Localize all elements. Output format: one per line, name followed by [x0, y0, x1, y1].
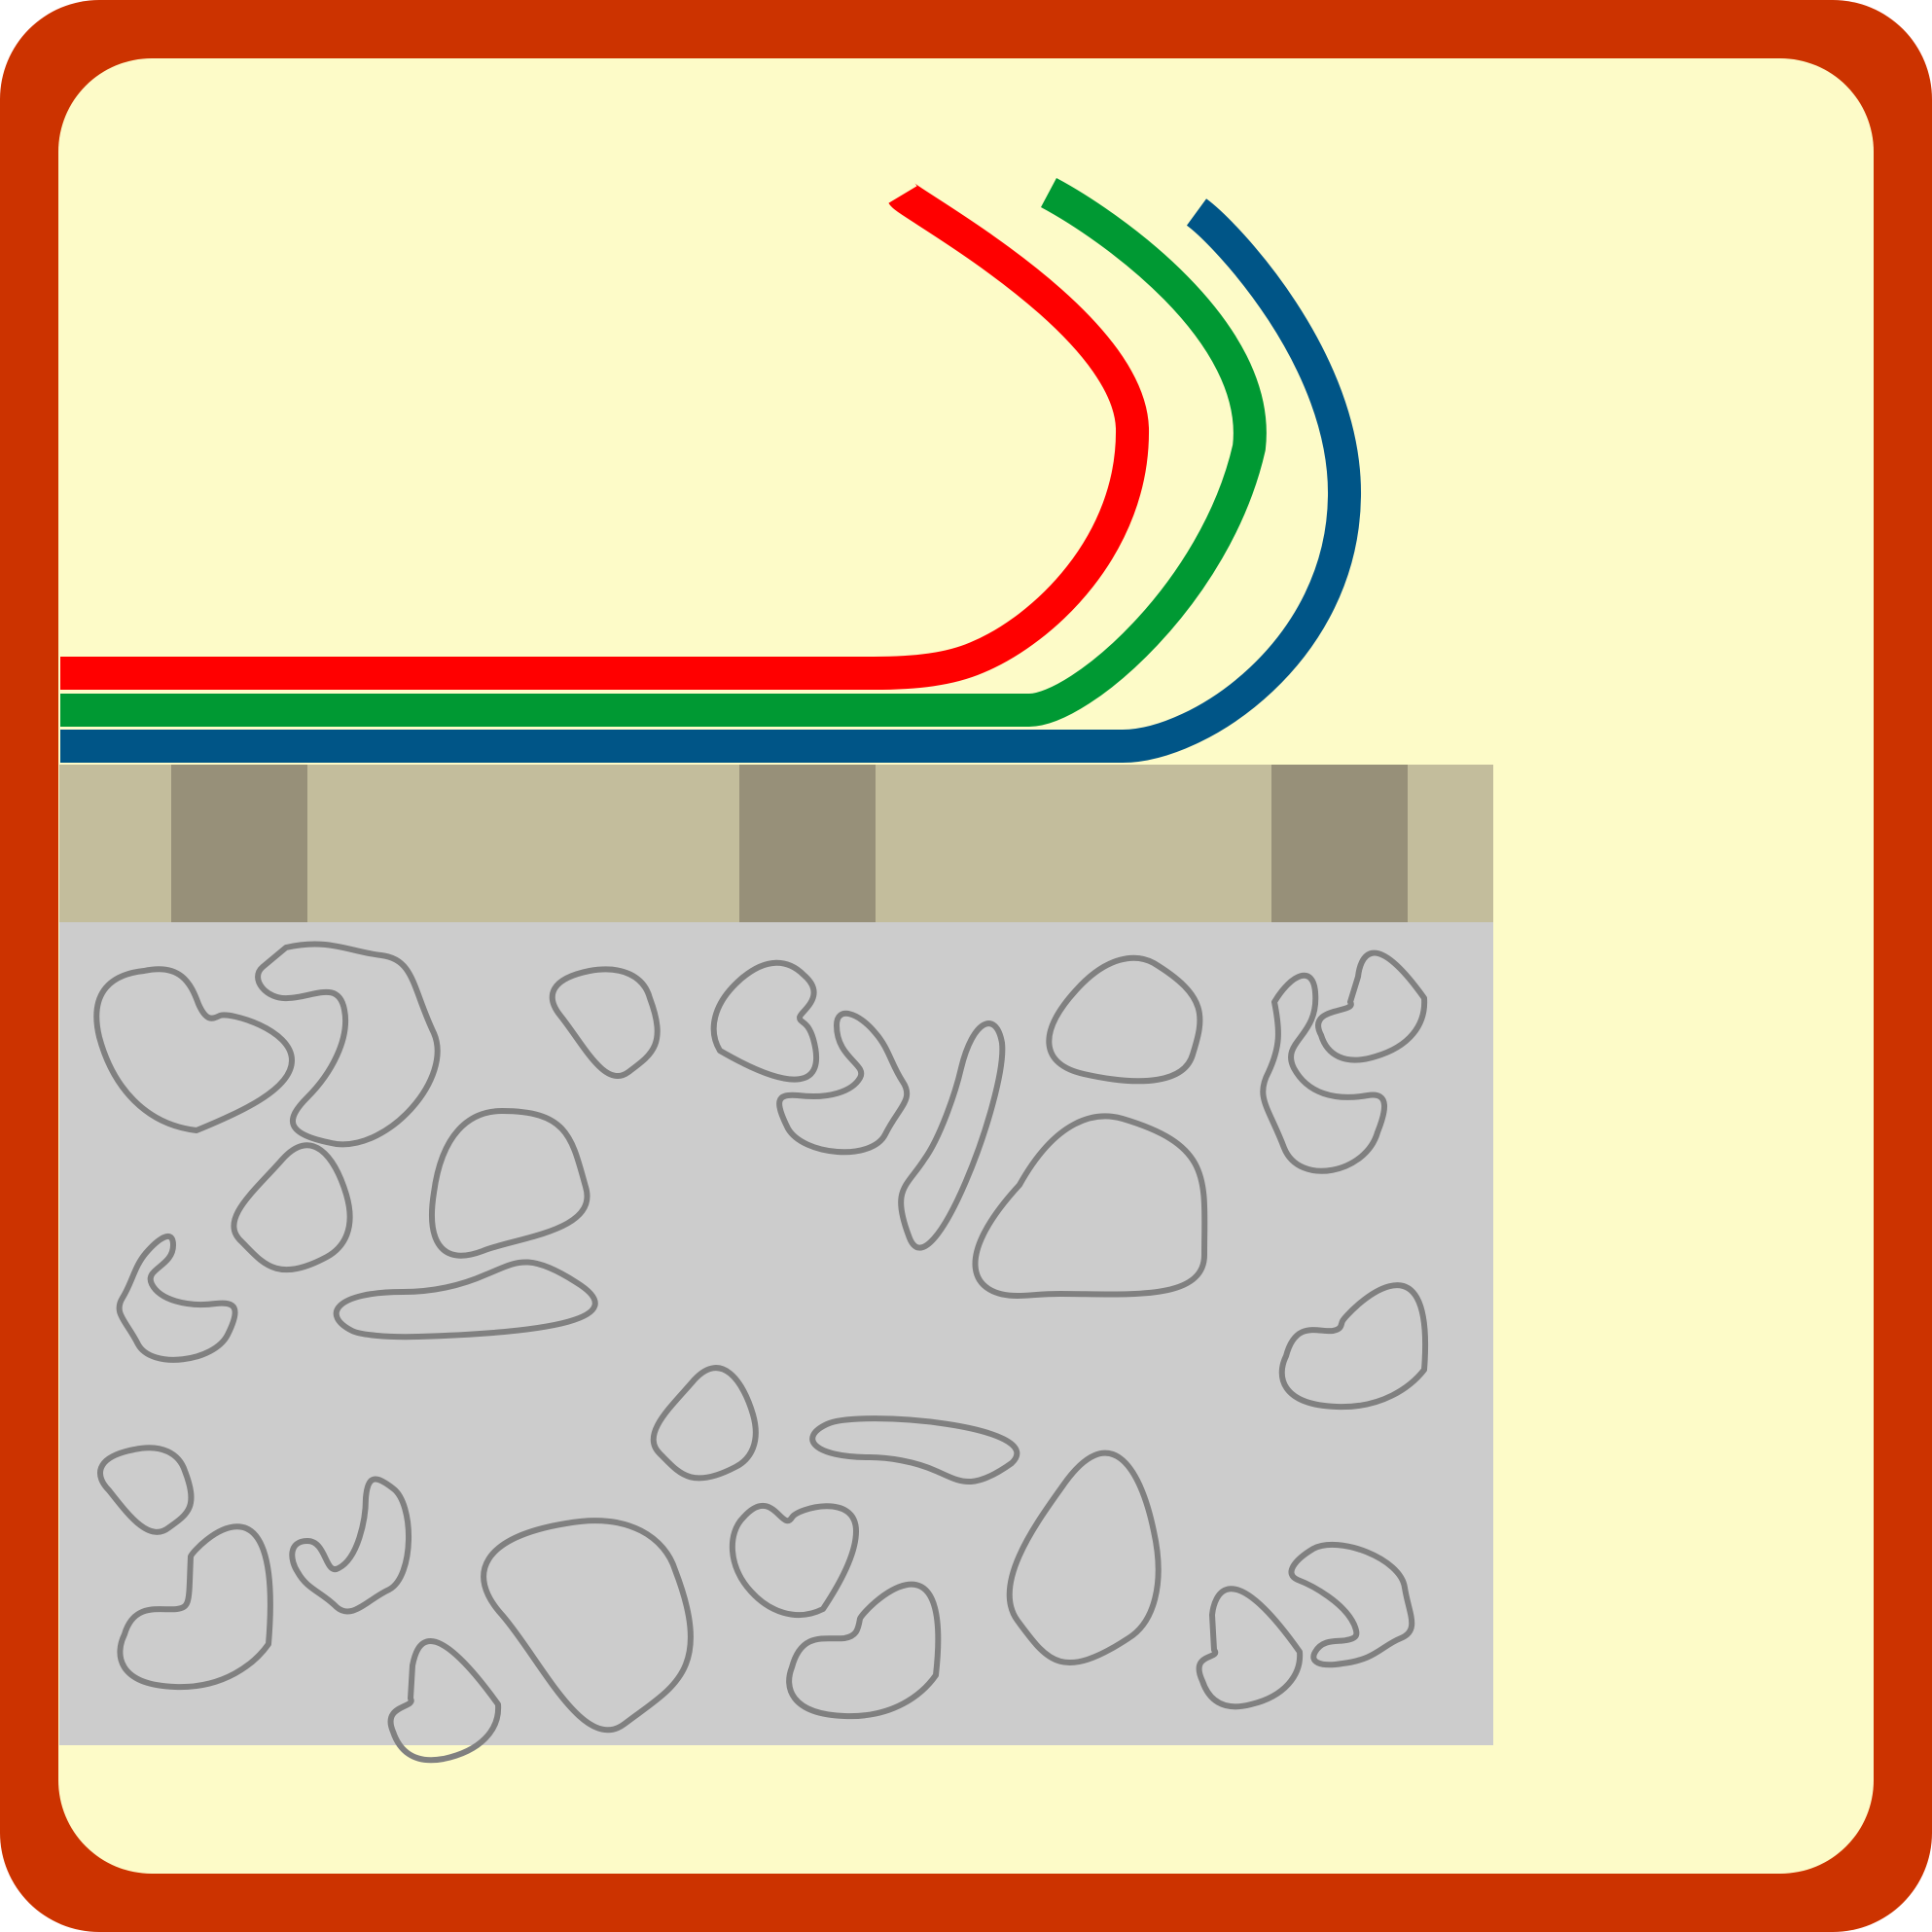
stone	[429, 1108, 590, 1259]
sleepers	[171, 765, 1408, 922]
stone	[97, 1445, 195, 1535]
blue-cable	[60, 198, 1362, 763]
stone	[117, 1523, 273, 1691]
stone	[231, 1142, 353, 1273]
stone	[93, 966, 295, 1133]
stone	[1315, 949, 1428, 1063]
gravel-stones	[93, 941, 1429, 1764]
stone	[1288, 1542, 1415, 1668]
sleeper-2	[739, 765, 876, 922]
stone	[549, 966, 661, 1079]
stone	[1006, 1449, 1162, 1666]
red-cable	[60, 182, 1150, 690]
sleeper-1	[171, 765, 307, 922]
stone	[1278, 1282, 1429, 1411]
stone	[809, 1415, 1020, 1485]
stone	[255, 941, 441, 1148]
stone	[786, 1581, 942, 1720]
stone	[898, 1020, 1006, 1251]
sleeper-3	[1271, 765, 1408, 922]
stone	[1196, 1586, 1304, 1710]
stone	[481, 1518, 694, 1734]
stone	[650, 1365, 759, 1482]
stone	[1046, 954, 1203, 1085]
stone	[710, 959, 820, 1083]
stone	[729, 1502, 859, 1619]
stone	[387, 1638, 502, 1764]
green-cable	[60, 178, 1267, 727]
stone	[1260, 972, 1388, 1174]
stone	[776, 1010, 911, 1156]
stone	[333, 1259, 598, 1341]
stone	[116, 1234, 238, 1363]
stone	[289, 1476, 411, 1615]
stone	[972, 1113, 1208, 1299]
cables	[60, 178, 1362, 763]
